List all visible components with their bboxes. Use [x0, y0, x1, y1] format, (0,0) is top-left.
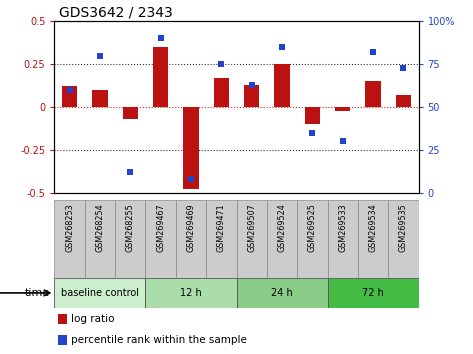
Bar — [176, 200, 206, 278]
Bar — [145, 200, 176, 278]
Bar — [388, 200, 419, 278]
Bar — [62, 86, 77, 107]
Text: GSM268253: GSM268253 — [65, 203, 74, 252]
Point — [126, 170, 134, 175]
Text: GSM269507: GSM269507 — [247, 203, 256, 252]
Bar — [58, 314, 67, 324]
Point — [248, 82, 255, 87]
Bar — [297, 200, 327, 278]
Bar — [123, 107, 138, 119]
Text: GSM269471: GSM269471 — [217, 203, 226, 252]
Text: 72 h: 72 h — [362, 288, 384, 298]
Bar — [335, 107, 350, 110]
Text: GSM268254: GSM268254 — [96, 203, 105, 252]
Bar — [396, 95, 411, 107]
Point — [278, 44, 286, 50]
Text: percentile rank within the sample: percentile rank within the sample — [71, 335, 246, 345]
Bar — [327, 278, 419, 308]
Bar — [236, 278, 327, 308]
Bar — [206, 200, 236, 278]
Text: GSM269525: GSM269525 — [308, 203, 317, 252]
Bar — [54, 200, 85, 278]
Point — [308, 130, 316, 136]
Text: baseline control: baseline control — [61, 288, 139, 298]
Point — [369, 49, 377, 55]
Bar — [92, 90, 107, 107]
Text: GSM269467: GSM269467 — [156, 203, 165, 252]
Point — [400, 65, 407, 70]
Text: time: time — [25, 288, 50, 298]
Bar — [85, 200, 115, 278]
Bar — [153, 47, 168, 107]
Text: GSM269535: GSM269535 — [399, 203, 408, 252]
Text: 12 h: 12 h — [180, 288, 202, 298]
Bar — [267, 200, 297, 278]
Text: GSM269469: GSM269469 — [186, 203, 195, 252]
Text: GSM269533: GSM269533 — [338, 203, 347, 252]
Bar — [54, 278, 146, 308]
Text: GDS3642 / 2343: GDS3642 / 2343 — [59, 5, 173, 19]
Point — [66, 87, 73, 93]
Bar — [305, 107, 320, 124]
Point — [96, 53, 104, 58]
Bar — [115, 200, 146, 278]
Bar — [184, 107, 199, 189]
Point — [187, 176, 195, 182]
Text: GSM269524: GSM269524 — [278, 203, 287, 252]
Text: log ratio: log ratio — [71, 314, 114, 324]
Bar — [358, 200, 388, 278]
Point — [157, 35, 165, 41]
Bar — [236, 200, 267, 278]
Bar — [244, 85, 259, 107]
Bar — [327, 200, 358, 278]
Bar — [145, 278, 236, 308]
Point — [218, 61, 225, 67]
Text: 24 h: 24 h — [271, 288, 293, 298]
Bar — [214, 78, 229, 107]
Text: GSM268255: GSM268255 — [126, 203, 135, 252]
Bar — [58, 335, 67, 345]
Text: GSM269534: GSM269534 — [368, 203, 377, 252]
Point — [339, 138, 347, 144]
Bar — [274, 64, 289, 107]
Bar — [366, 81, 381, 107]
